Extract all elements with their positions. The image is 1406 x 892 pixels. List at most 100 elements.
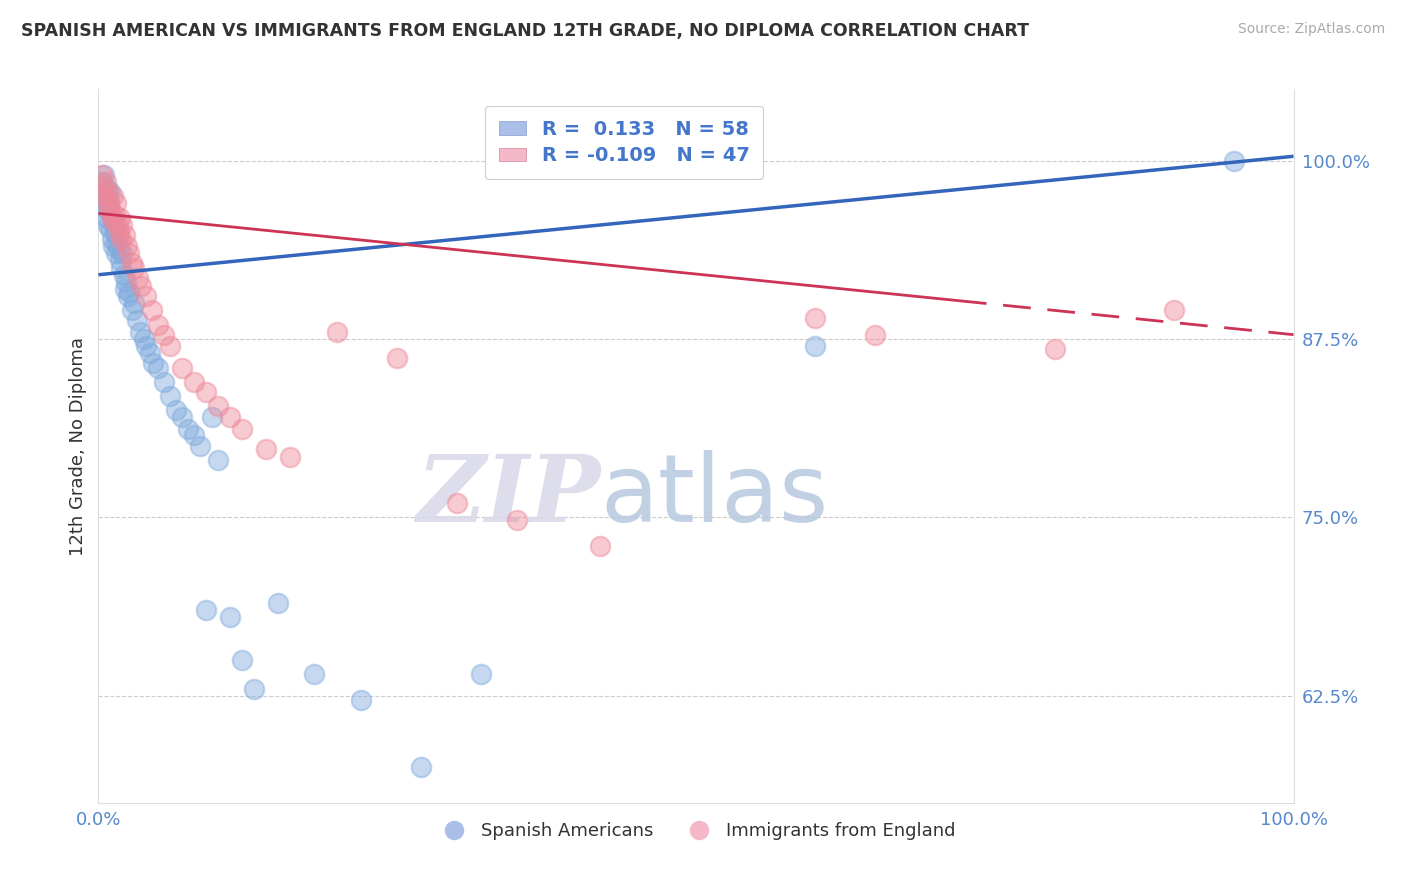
Point (97, 218, 120, 232)
Point (98, 222, 122, 236)
Point (1163, 303, 1185, 318)
Point (231, 422, 253, 436)
Point (302, 667, 325, 681)
Point (98, 196, 121, 211)
Point (107, 218, 129, 232)
Point (865, 327, 887, 342)
Point (177, 422, 200, 436)
Point (124, 260, 146, 275)
Point (385, 351, 409, 365)
Point (100, 232, 122, 246)
Point (411, 760, 433, 774)
Point (98, 199, 121, 213)
Point (105, 246, 128, 260)
Point (129, 325, 152, 339)
Point (267, 596, 290, 610)
Point (132, 332, 155, 346)
Point (142, 356, 165, 370)
Text: SPANISH AMERICAN VS IMMIGRANTS FROM ENGLAND 12TH GRADE, NO DIPLOMA CORRELATION C: SPANISH AMERICAN VS IMMIGRANTS FROM ENGL… (21, 22, 1029, 40)
Point (110, 232, 132, 246)
Point (804, 310, 827, 325)
Point (94, 175, 117, 189)
Point (195, 603, 218, 617)
Point (188, 439, 211, 453)
Point (101, 211, 124, 225)
Point (124, 296, 146, 310)
Point (111, 246, 134, 260)
Point (148, 318, 170, 332)
Point (105, 196, 128, 211)
Point (165, 403, 187, 417)
Point (219, 410, 242, 425)
Text: Source: ZipAtlas.com: Source: ZipAtlas.com (1237, 22, 1385, 37)
Point (148, 360, 170, 375)
Point (135, 289, 157, 303)
Point (103, 213, 125, 227)
Point (118, 246, 141, 260)
Point (103, 218, 125, 232)
Point (118, 285, 141, 299)
Point (183, 375, 205, 389)
Point (117, 289, 139, 303)
Text: atlas: atlas (600, 450, 828, 542)
Point (96, 182, 118, 196)
Point (96, 185, 118, 199)
Point (135, 339, 157, 353)
Point (159, 339, 181, 353)
Point (105, 236, 128, 251)
Point (112, 268, 135, 282)
Point (470, 667, 492, 681)
Point (114, 282, 136, 296)
Point (589, 539, 612, 553)
Point (446, 496, 468, 510)
Point (183, 427, 205, 442)
Point (350, 693, 373, 707)
Point (97, 203, 120, 218)
Point (231, 653, 253, 667)
Point (121, 303, 143, 318)
Point (1043, 342, 1066, 356)
Point (91, 179, 114, 194)
Point (159, 389, 181, 403)
Point (114, 227, 136, 242)
Point (100, 211, 122, 225)
Point (243, 681, 266, 696)
Point (201, 410, 224, 425)
Point (1223, 153, 1246, 168)
Point (96, 211, 118, 225)
Point (326, 325, 349, 339)
Point (107, 232, 129, 246)
Point (153, 375, 176, 389)
Legend: Spanish Americans, Immigrants from England: Spanish Americans, Immigrants from Engla… (429, 815, 963, 847)
Point (131, 279, 153, 293)
Point (97, 194, 120, 208)
Point (110, 260, 132, 275)
Point (506, 513, 529, 527)
Point (804, 339, 827, 353)
Point (108, 253, 131, 268)
Point (278, 450, 301, 465)
Point (93, 199, 115, 213)
Point (111, 218, 134, 232)
Point (115, 239, 138, 253)
Point (172, 360, 194, 375)
Point (101, 239, 124, 253)
Point (93, 189, 115, 203)
Point (108, 211, 131, 225)
Point (93, 168, 115, 182)
Point (254, 442, 277, 456)
Point (104, 225, 127, 239)
Point (107, 242, 129, 256)
Point (101, 189, 124, 203)
Point (127, 270, 149, 285)
Point (121, 256, 143, 270)
Point (91, 168, 114, 182)
Point (107, 225, 129, 239)
Point (172, 410, 194, 425)
Point (125, 313, 148, 327)
Point (141, 303, 163, 318)
Point (207, 453, 229, 467)
Point (91, 175, 114, 189)
Point (98, 203, 122, 218)
Point (98, 185, 122, 199)
